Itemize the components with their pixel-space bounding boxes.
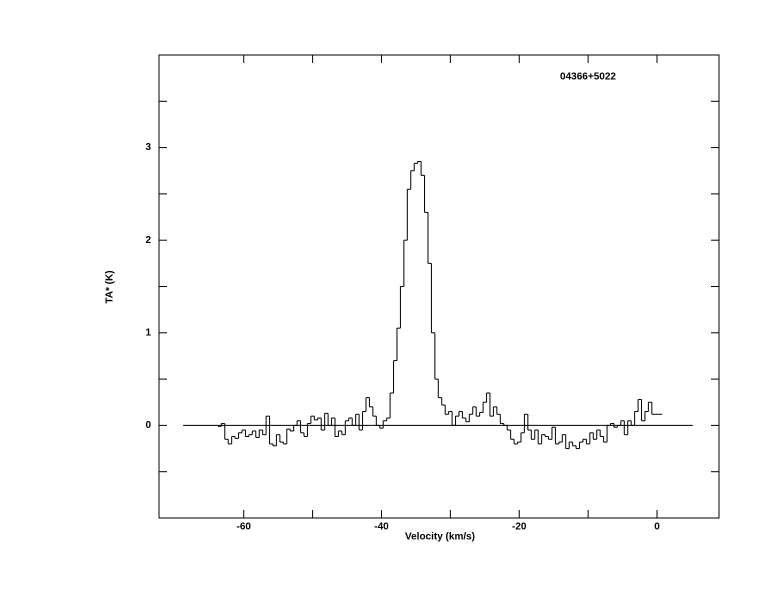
y-tick-label: 1 bbox=[145, 327, 151, 338]
chart-title: 04366+5022 bbox=[560, 72, 616, 83]
y-axis-label: TA* (K) bbox=[105, 270, 116, 303]
plot-frame bbox=[158, 54, 720, 519]
y-tick-label: 0 bbox=[145, 420, 151, 431]
y-tick-label: 2 bbox=[145, 235, 151, 246]
x-tick-label: -60 bbox=[236, 522, 251, 533]
x-axis-label: Velocity (km/s) bbox=[405, 532, 475, 543]
x-tick-label: -40 bbox=[374, 522, 389, 533]
x-tick-label: 0 bbox=[654, 522, 660, 533]
step-connector bbox=[220, 161, 653, 449]
y-tick-label: 3 bbox=[145, 142, 151, 153]
x-tick-label: -20 bbox=[512, 522, 527, 533]
